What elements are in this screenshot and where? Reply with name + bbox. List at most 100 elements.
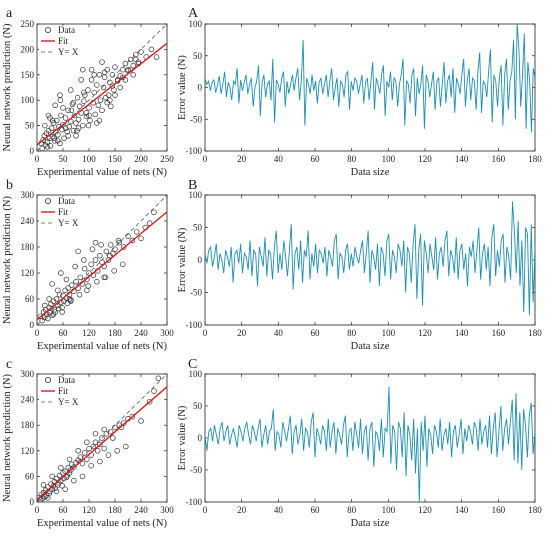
data-point: [151, 209, 157, 216]
data-point: [122, 60, 129, 67]
data-point: [148, 46, 155, 53]
data-point: [81, 257, 87, 263]
fit-line: [37, 386, 167, 500]
data-point: [63, 276, 70, 283]
x-tick-label: 0: [35, 154, 40, 164]
data-point: [85, 87, 91, 93]
data-point: [96, 72, 103, 78]
data-point: [95, 102, 102, 109]
data-point: [51, 138, 58, 144]
data-point: [52, 485, 58, 492]
y-tick-label: -50: [190, 465, 202, 475]
x-tick-label: 300: [160, 328, 174, 338]
data-point: [65, 133, 71, 139]
data-point: [101, 445, 107, 452]
y-axis-label: Error value (N): [177, 227, 188, 292]
data-point: [68, 282, 75, 288]
data-point: [88, 66, 95, 73]
data-point: [100, 84, 107, 91]
x-tick-label: 60: [311, 505, 321, 515]
y-tick-label: 0: [30, 146, 35, 156]
data-point: [91, 89, 97, 96]
y-tick-label: -100: [186, 320, 203, 330]
data-point: [109, 83, 116, 89]
data-point: [45, 315, 51, 322]
x-tick-label: 240: [134, 505, 148, 515]
data-point: [57, 92, 63, 98]
x-tick-label: 160: [492, 505, 506, 515]
data-point: [123, 443, 129, 450]
data-point: [62, 486, 68, 492]
data-point: [42, 302, 48, 309]
data-point: [57, 97, 64, 103]
data-point: [99, 435, 105, 441]
data-point: [151, 388, 157, 394]
data-point: [61, 135, 67, 142]
data-point: [129, 413, 136, 420]
data-point: [88, 462, 94, 469]
data-point: [49, 312, 55, 319]
legend-label-data: Data: [58, 25, 75, 35]
data-point: [98, 242, 104, 248]
x-tick-label: 20: [237, 328, 247, 338]
x-tick-label: 250: [160, 154, 174, 164]
x-tick-label: 20: [237, 505, 247, 515]
y-tick-label: 100: [189, 190, 203, 200]
x-tick-label: 240: [134, 328, 148, 338]
panel-c: c 0 60 120 180 240 300 0 60 120 180 240 300 Experimen…: [2, 357, 174, 529]
data-point: [108, 103, 114, 110]
data-point: [44, 144, 51, 150]
data-point: [129, 237, 136, 244]
data-point: [107, 97, 113, 103]
data-point: [117, 84, 123, 91]
x-tick-label: 0: [203, 154, 208, 164]
x-tick-label: 140: [455, 154, 469, 164]
data-point: [96, 117, 103, 124]
y-tick-label: 50: [25, 121, 35, 131]
x-tick-label: 60: [311, 154, 321, 164]
plot-frame: [36, 194, 168, 326]
panel-label: B: [188, 178, 197, 193]
x-axis-label: Data size: [351, 167, 390, 178]
data-point: [48, 125, 55, 131]
data-point: [97, 97, 104, 103]
data-point: [49, 473, 55, 480]
legend-label-identity: Y= X: [58, 218, 79, 228]
identity-line: [37, 24, 167, 151]
x-axis-label: Data size: [351, 341, 390, 352]
data-point: [90, 443, 97, 450]
data-point: [59, 483, 65, 489]
data-point: [73, 120, 79, 126]
data-point: [42, 314, 48, 320]
data-point: [58, 112, 64, 119]
data-point: [78, 77, 84, 83]
y-tick-label: 0: [198, 83, 203, 93]
plot-frame: [204, 373, 536, 503]
data-point: [99, 59, 105, 65]
data-point: [153, 54, 160, 60]
data-point: [92, 430, 99, 437]
y-tick-label: 180: [21, 420, 35, 430]
data-point: [68, 467, 74, 473]
x-axis-label: Data size: [351, 518, 390, 529]
data-point: [70, 99, 77, 106]
data-point: [146, 398, 153, 405]
x-tick-label: 80: [347, 154, 357, 164]
data-point: [81, 98, 87, 104]
data-point: [82, 92, 88, 98]
data-point: [42, 122, 48, 129]
x-tick-label: 140: [455, 505, 469, 515]
data-point: [59, 304, 65, 311]
data-point: [120, 244, 127, 250]
x-tick-label: 50: [59, 154, 69, 164]
legend-label-data: Data: [58, 375, 75, 385]
data-point: [69, 101, 76, 108]
data-point: [94, 278, 100, 285]
data-point: [91, 72, 97, 78]
data-point: [127, 56, 134, 63]
data-point: [70, 127, 77, 134]
x-tick-label: 120: [418, 505, 432, 515]
data-point: [53, 296, 60, 302]
